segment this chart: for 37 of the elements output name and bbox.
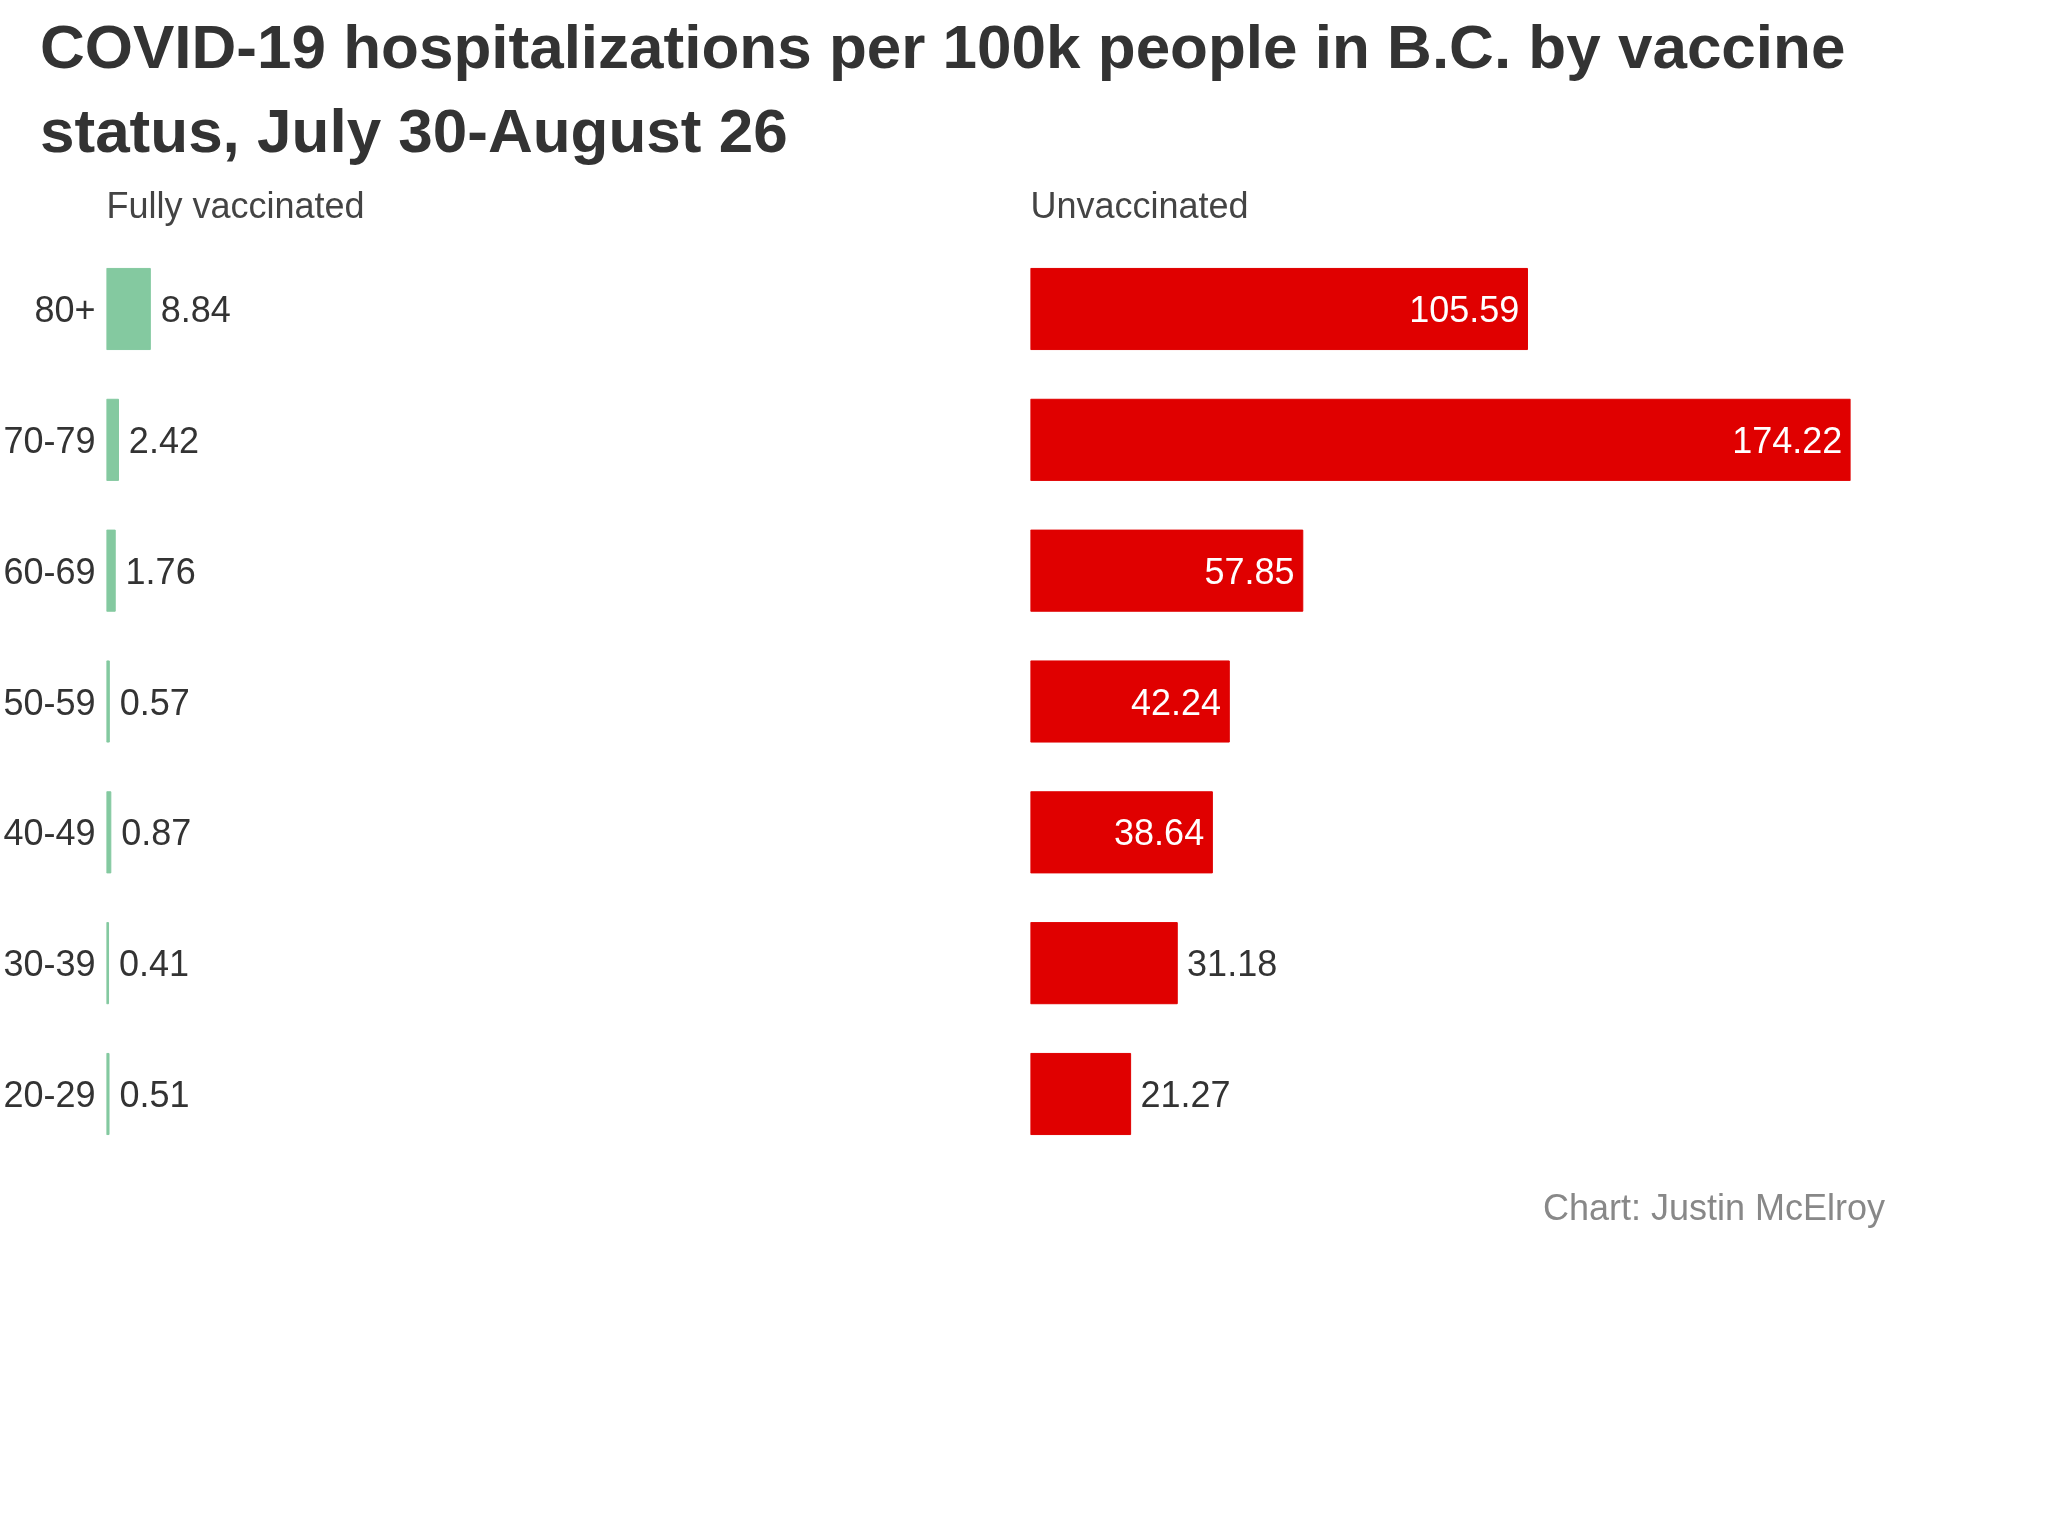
chart-subtitle: Unvaccinated [1030,184,1249,226]
bar [106,1053,110,1136]
data-label: 38.64 [1114,812,1205,854]
data-label: 0.87 [121,812,192,854]
y-tick-label: 50-59 [3,681,96,723]
y-tick-label: 20-29 [3,1074,96,1116]
text: Fully vaccinated [106,184,365,226]
data-label: 105.59 [1409,289,1520,331]
bar [1030,529,1304,613]
data-label: 42.24 [1131,681,1222,723]
bar [1030,791,1213,874]
bar [1030,399,1851,482]
bar [1030,922,1178,1005]
y-tick-label: 30-39 [3,943,96,985]
data-label: 2.42 [128,420,199,462]
data-label: 8.84 [160,289,231,331]
data-label: 21.27 [1140,1074,1231,1116]
data-label: 57.85 [1204,551,1295,593]
bar [1030,660,1230,743]
y-tick-label: 80+ [34,289,96,331]
data-label: 0.51 [119,1074,190,1116]
data-label: 31.18 [1187,943,1278,985]
data-label: 174.22 [1732,420,1843,462]
bar [1030,1053,1132,1136]
bar [106,660,110,743]
text: Chart: Justin McElroy [1542,1186,1885,1231]
bar [1030,268,1528,351]
y-tick-label: 70-79 [3,420,96,462]
y-tick-label: 40-49 [3,812,96,854]
bar [106,268,151,351]
bar [106,529,116,613]
data-label: 0.41 [118,943,189,985]
y-tick-label: 60-69 [3,551,96,593]
data-label: 1.76 [125,551,196,593]
text: COVID-19 hospitalizations per 100k people in B.C. by vaccine status, July 30-August 26 [40,11,1847,167]
data-label: 0.57 [119,681,190,723]
bar [106,399,119,482]
